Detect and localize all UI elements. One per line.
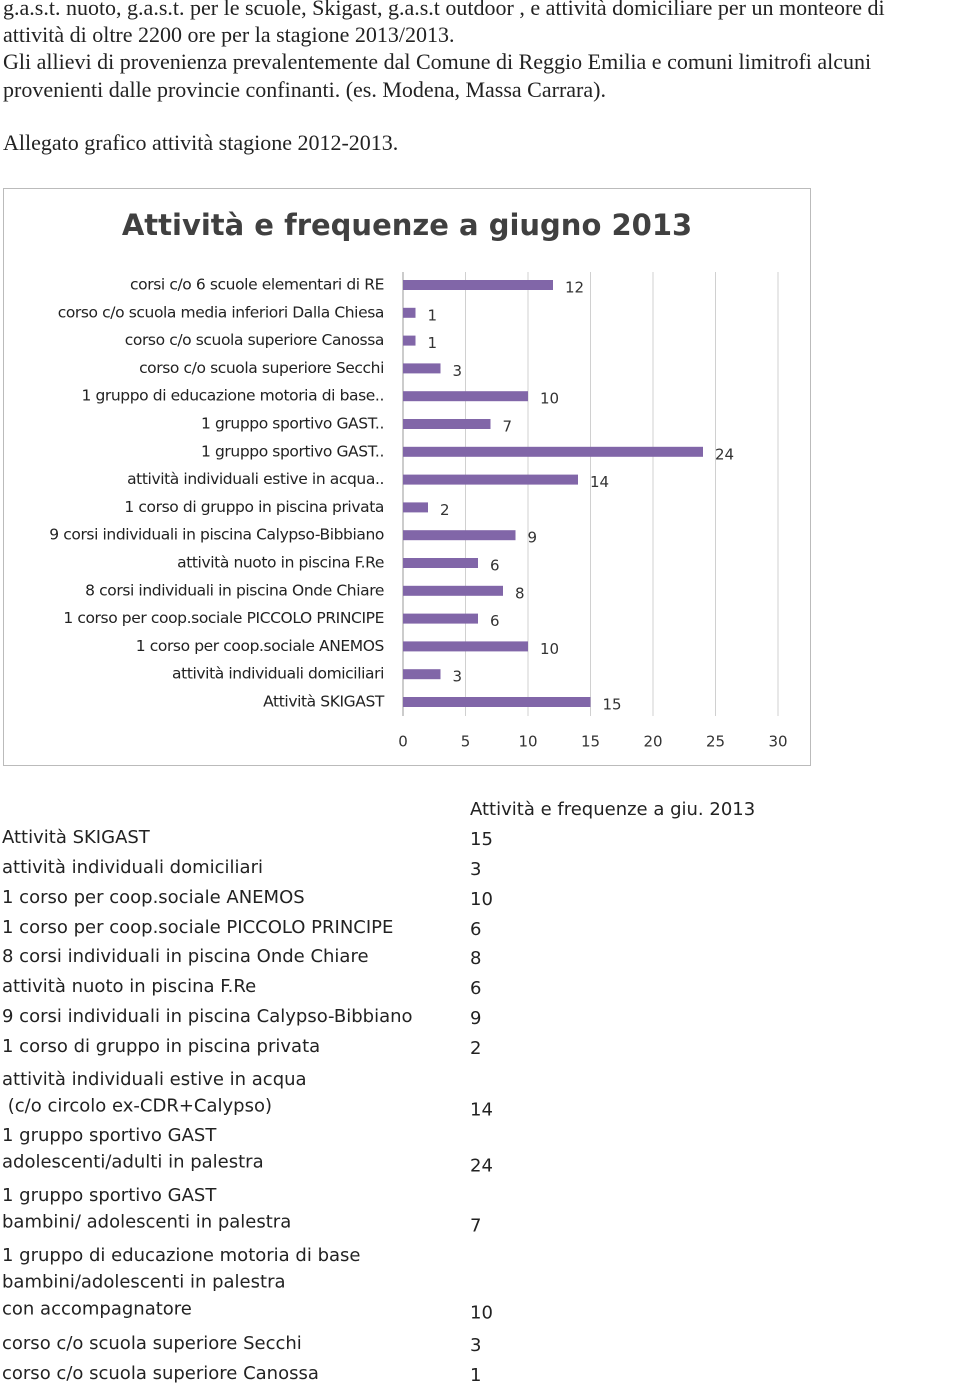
category-label: 8 corsi individuali in piscina Onde Chia…	[85, 581, 384, 599]
value-label: 15	[603, 696, 622, 714]
bar	[403, 474, 578, 485]
value-label: 6	[490, 612, 500, 630]
row-value: 1	[470, 1365, 481, 1386]
value-label: 14	[590, 473, 609, 491]
row-label: bambini/adolescenti in palestra	[2, 1272, 286, 1293]
value-label: 2	[440, 501, 450, 519]
category-label: 1 gruppo di educazione motoria di base..	[81, 387, 384, 405]
x-tick-label: 25	[706, 733, 725, 751]
row-label: 1 corso per coop.sociale ANEMOS	[2, 887, 305, 908]
category-label: 9 corsi individuali in piscina Calypso-B…	[49, 526, 384, 544]
value-label: 24	[715, 445, 734, 463]
x-tick-label: 0	[398, 733, 408, 751]
bar	[403, 530, 516, 541]
row-label: Attività SKIGAST	[2, 827, 151, 848]
bar	[403, 641, 528, 652]
row-label: 1 corso per coop.sociale PICCOLO PRINCIP…	[2, 917, 393, 938]
paragraph-line: Gli allievi di provenienza prevalentemen…	[3, 49, 871, 74]
bar	[403, 335, 416, 346]
category-label: attività individuali domiciliari	[172, 665, 384, 683]
x-tick-label: 10	[518, 733, 537, 751]
row-label: 1 gruppo sportivo GAST	[2, 1185, 217, 1206]
x-tick-label: 20	[643, 733, 662, 751]
row-label: 1 corso di gruppo in piscina privata	[2, 1036, 320, 1057]
bar	[403, 446, 703, 457]
row-label: (c/o circolo ex-CDR+Calypso)	[2, 1096, 272, 1117]
category-label: 1 gruppo sportivo GAST..	[201, 415, 384, 433]
row-value: 6	[470, 978, 481, 999]
category-label: 1 corso per coop.sociale ANEMOS	[136, 637, 384, 655]
row-label: con accompagnatore	[2, 1298, 192, 1319]
row-value: 3	[470, 859, 481, 880]
value-label: 6	[490, 557, 500, 575]
row-label: 8 corsi individuali in piscina Onde Chia…	[2, 946, 369, 967]
value-label: 10	[540, 390, 559, 408]
row-value: 3	[470, 1335, 481, 1356]
value-label: 12	[565, 279, 584, 297]
row-value: 9	[470, 1008, 481, 1029]
row-label: adolescenti/adulti in palestra	[2, 1152, 264, 1173]
row-label: attività individuali domiciliari	[2, 857, 263, 878]
paragraph-line: attività di oltre 2200 ore per la stagio…	[3, 22, 455, 47]
bar	[403, 363, 441, 374]
chart-title: Attività e frequenze a giugno 2013	[122, 208, 692, 242]
row-value: 14	[470, 1100, 493, 1121]
row-label: 1 gruppo sportivo GAST	[2, 1125, 217, 1146]
value-label: 9	[528, 529, 538, 547]
row-value: 10	[470, 889, 493, 910]
category-label: attività nuoto in piscina F.Re	[177, 554, 384, 572]
row-value: 7	[470, 1216, 481, 1237]
row-label: corso c/o scuola superiore Secchi	[2, 1333, 302, 1354]
row-label: attività individuali estive in acqua	[2, 1069, 307, 1090]
value-label: 8	[515, 584, 525, 602]
x-tick-label: 30	[768, 733, 787, 751]
row-label: 1 gruppo di educazione motoria di base	[2, 1245, 360, 1266]
table-header: Attività e frequenze a giu. 2013	[470, 799, 755, 820]
row-value: 6	[470, 919, 481, 940]
value-label: 1	[428, 306, 438, 324]
row-value: 2	[470, 1038, 481, 1059]
row-label: attività nuoto in piscina F.Re	[2, 976, 256, 997]
row-value: 15	[470, 829, 493, 850]
category-label: corso c/o scuola superiore Secchi	[139, 359, 384, 377]
bar	[403, 558, 478, 568]
bar	[403, 419, 491, 429]
row-label: corso c/o scuola superiore Canossa	[2, 1363, 319, 1384]
bar	[403, 307, 416, 318]
category-label: 1 gruppo sportivo GAST..	[201, 442, 384, 460]
bar	[403, 613, 478, 624]
bar	[403, 697, 591, 707]
value-label: 1	[428, 334, 438, 352]
value-label: 7	[503, 418, 513, 436]
row-label: 9 corsi individuali in piscina Calypso-B…	[2, 1006, 413, 1027]
paragraph-line: provenienti dalle provincie confinanti. …	[3, 77, 606, 102]
bar	[403, 391, 528, 402]
bar	[403, 280, 553, 290]
row-value: 10	[470, 1302, 493, 1323]
value-label: 3	[453, 668, 463, 686]
category-label: corsi c/o 6 scuole elementari di RE	[130, 276, 384, 294]
row-value: 24	[470, 1156, 493, 1177]
bar	[403, 585, 503, 596]
row-label: bambini/ adolescenti in palestra	[2, 1212, 291, 1233]
category-label: Attività SKIGAST	[263, 693, 385, 711]
x-tick-label: 5	[461, 733, 471, 751]
category-label: 1 corso di gruppo in piscina privata	[124, 498, 384, 516]
category-label: corso c/o scuola media inferiori Dalla C…	[58, 303, 384, 321]
category-label: corso c/o scuola superiore Canossa	[125, 331, 384, 349]
category-label: attività individuali estive in acqua..	[127, 470, 384, 488]
value-label: 10	[540, 640, 559, 658]
caption: Allegato grafico attività stagione 2012-…	[3, 130, 398, 155]
x-tick-label: 15	[581, 733, 600, 751]
bar	[403, 669, 441, 680]
category-label: 1 corso per coop.sociale PICCOLO PRINCIP…	[63, 609, 384, 627]
row-value: 8	[470, 948, 481, 969]
bar	[403, 502, 428, 513]
value-label: 3	[453, 362, 463, 380]
paragraph-line: g.a.s.t. nuoto, g.a.s.t. per le scuole, …	[3, 0, 885, 20]
